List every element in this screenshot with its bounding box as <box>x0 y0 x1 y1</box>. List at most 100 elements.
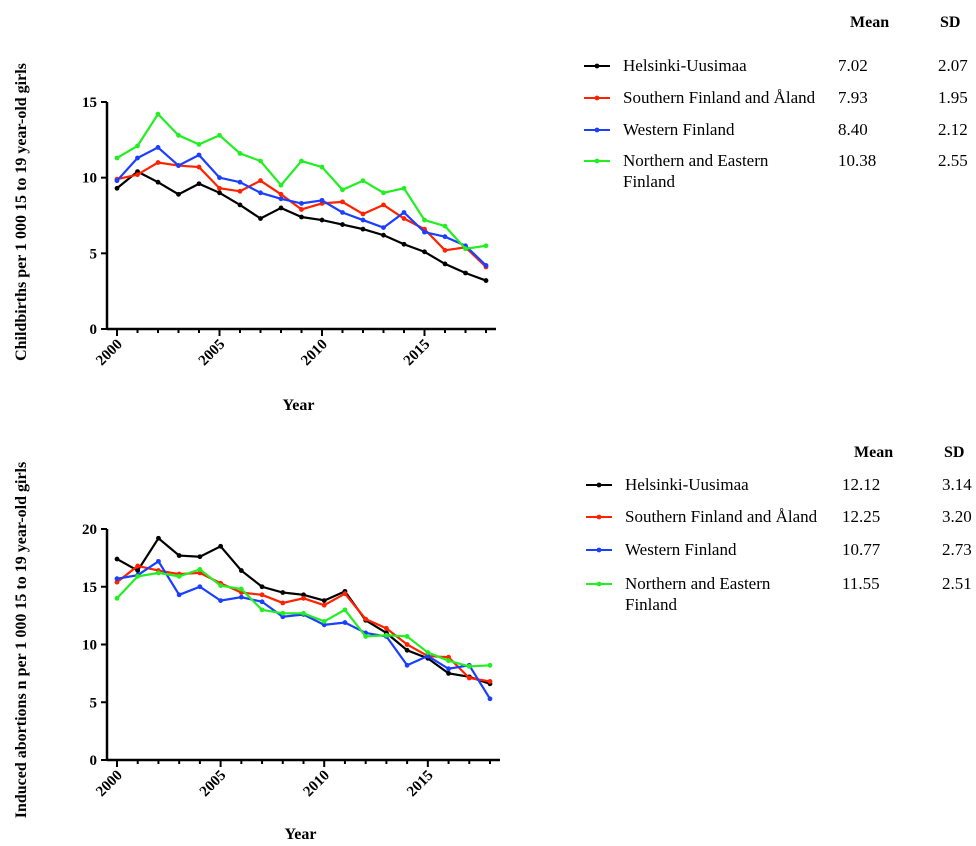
series-4-point <box>363 634 369 639</box>
series-1-point <box>114 185 120 191</box>
series-4-point <box>360 178 366 184</box>
series-2-point <box>237 188 243 194</box>
legend-label-line: Finland <box>623 172 675 191</box>
series-3-point <box>360 217 366 223</box>
series-1-point <box>401 241 407 247</box>
series-4-point <box>342 607 348 613</box>
series-4-point <box>218 583 224 588</box>
series-3-point <box>319 197 325 203</box>
series-4-point <box>176 132 181 138</box>
y-tick-label: 0 <box>90 322 98 338</box>
legend-mean-value: 7.93 <box>838 88 868 107</box>
series-4-point <box>340 187 345 193</box>
series-2-point <box>280 600 286 606</box>
series-2-point <box>383 625 389 631</box>
series-4-point <box>301 610 306 616</box>
series-2-point <box>360 211 366 217</box>
series-2-point <box>258 178 263 184</box>
series-4-point <box>156 570 161 576</box>
y-tick-label: 15 <box>82 580 97 596</box>
series-4-point <box>321 619 327 624</box>
series-1-point <box>238 568 244 573</box>
legend-label-line: Finland <box>625 595 677 614</box>
legend-label-line: Northern and Eastern <box>625 574 771 593</box>
legend-label: Western Finland <box>625 540 737 559</box>
series-4-point <box>466 664 472 669</box>
y-tick-label: 5 <box>90 246 98 262</box>
legend-sd-value: 3.20 <box>942 507 972 526</box>
series-4-point <box>463 246 468 252</box>
series-4-point <box>238 586 244 592</box>
series-3-point <box>258 190 263 196</box>
series-4-point <box>442 223 448 229</box>
series-1-point <box>237 202 243 208</box>
legend-swatch-marker <box>596 482 602 488</box>
x-tick-label: 2015 <box>401 337 434 370</box>
series-1-point <box>404 647 410 653</box>
legend-sd-value: 3.14 <box>942 475 972 494</box>
legend-label: Southern Finland and Åland <box>625 507 818 526</box>
legend-swatch-marker <box>594 127 600 133</box>
series-4-point <box>319 164 325 170</box>
legend-sd-value: 2.07 <box>938 56 968 75</box>
series-1-point <box>301 592 306 598</box>
series-1-point <box>155 179 161 185</box>
legend-sd-value: 2.12 <box>938 120 968 139</box>
y-tick-label: 5 <box>90 695 98 711</box>
series-1-point <box>156 535 161 541</box>
series-4-point <box>483 243 489 249</box>
series-3-point <box>218 598 224 604</box>
series-4-point <box>425 650 431 655</box>
series-3-point <box>114 576 120 582</box>
series-2-point <box>135 172 140 178</box>
series-4-point <box>487 662 493 668</box>
series-4-point <box>114 155 120 161</box>
series-3-point <box>197 584 203 590</box>
series-4-point <box>404 634 410 639</box>
series-1-point <box>258 216 263 221</box>
x-tick-label: 2015 <box>404 768 437 801</box>
legend-mean-value: 8.40 <box>838 120 868 139</box>
series-3-point <box>135 155 140 161</box>
legend-label-line: Helsinki-Uusimaa <box>625 475 749 494</box>
y-axis-title: Childbirths per 1 000 15 to 19 year-old … <box>13 63 30 361</box>
series-3-point <box>381 225 386 231</box>
x-axis-title: Year <box>283 397 315 414</box>
series-3-point <box>404 662 410 668</box>
series-1-point <box>381 232 386 238</box>
legend-swatch-marker <box>596 581 602 587</box>
series-line-3 <box>116 559 491 700</box>
x-axis-title: Year <box>285 826 317 843</box>
series-2-point <box>135 563 141 569</box>
series-3-point <box>278 196 284 202</box>
series-3-point <box>425 653 431 659</box>
legend-sd-value: 2.51 <box>942 574 972 593</box>
legend-label-line: Western Finland <box>625 540 737 559</box>
series-3-point <box>442 234 448 240</box>
legend-label: Helsinki-Uusimaa <box>625 475 749 494</box>
series-4-point <box>383 632 389 638</box>
y-tick-label: 10 <box>82 171 97 187</box>
legend-swatch-marker <box>594 158 600 164</box>
series-4-point <box>114 595 120 601</box>
series-3-point <box>176 592 182 598</box>
series-1-point <box>299 214 304 220</box>
series-3-point <box>238 594 244 600</box>
x-tick-label: 2000 <box>93 337 126 370</box>
series-3-point <box>237 179 243 185</box>
series-3-point <box>176 163 181 168</box>
series-1-point <box>176 191 181 197</box>
series-4-point <box>299 158 304 164</box>
legend-label: Helsinki-Uusimaa <box>623 56 747 75</box>
series-2-point <box>301 595 306 601</box>
series-4-point <box>196 141 202 147</box>
series-2-point <box>278 191 284 197</box>
series-1-point <box>463 270 468 276</box>
x-tick-label: 2010 <box>298 337 331 370</box>
series-3-point <box>217 175 222 181</box>
series-4-point <box>176 573 182 579</box>
x-tick-label: 2010 <box>301 768 334 801</box>
legend-label-line: Northern and Eastern <box>623 151 769 170</box>
series-4-point <box>237 151 243 156</box>
